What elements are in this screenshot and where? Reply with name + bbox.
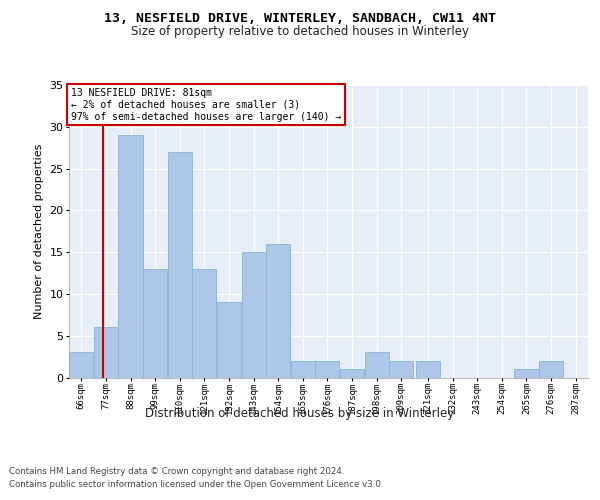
Bar	[389, 361, 413, 378]
Bar	[118, 135, 143, 378]
Bar	[266, 244, 290, 378]
Bar	[514, 369, 539, 378]
Text: 13 NESFIELD DRIVE: 81sqm
← 2% of detached houses are smaller (3)
97% of semi-det: 13 NESFIELD DRIVE: 81sqm ← 2% of detache…	[71, 88, 341, 122]
Bar	[242, 252, 266, 378]
Bar	[167, 152, 192, 378]
Bar	[340, 369, 364, 378]
Text: Contains HM Land Registry data © Crown copyright and database right 2024.: Contains HM Land Registry data © Crown c…	[9, 468, 344, 476]
Bar	[291, 361, 315, 378]
Bar	[217, 302, 241, 378]
Bar	[94, 328, 118, 378]
Text: Distribution of detached houses by size in Winterley: Distribution of detached houses by size …	[145, 408, 455, 420]
Bar	[143, 269, 167, 378]
Text: Size of property relative to detached houses in Winterley: Size of property relative to detached ho…	[131, 25, 469, 38]
Text: Contains public sector information licensed under the Open Government Licence v3: Contains public sector information licen…	[9, 480, 383, 489]
Bar	[316, 361, 340, 378]
Bar	[69, 352, 94, 378]
Bar	[365, 352, 389, 378]
Bar	[192, 269, 217, 378]
Bar	[539, 361, 563, 378]
Bar	[416, 361, 440, 378]
Text: 13, NESFIELD DRIVE, WINTERLEY, SANDBACH, CW11 4NT: 13, NESFIELD DRIVE, WINTERLEY, SANDBACH,…	[104, 12, 496, 26]
Y-axis label: Number of detached properties: Number of detached properties	[34, 144, 44, 319]
